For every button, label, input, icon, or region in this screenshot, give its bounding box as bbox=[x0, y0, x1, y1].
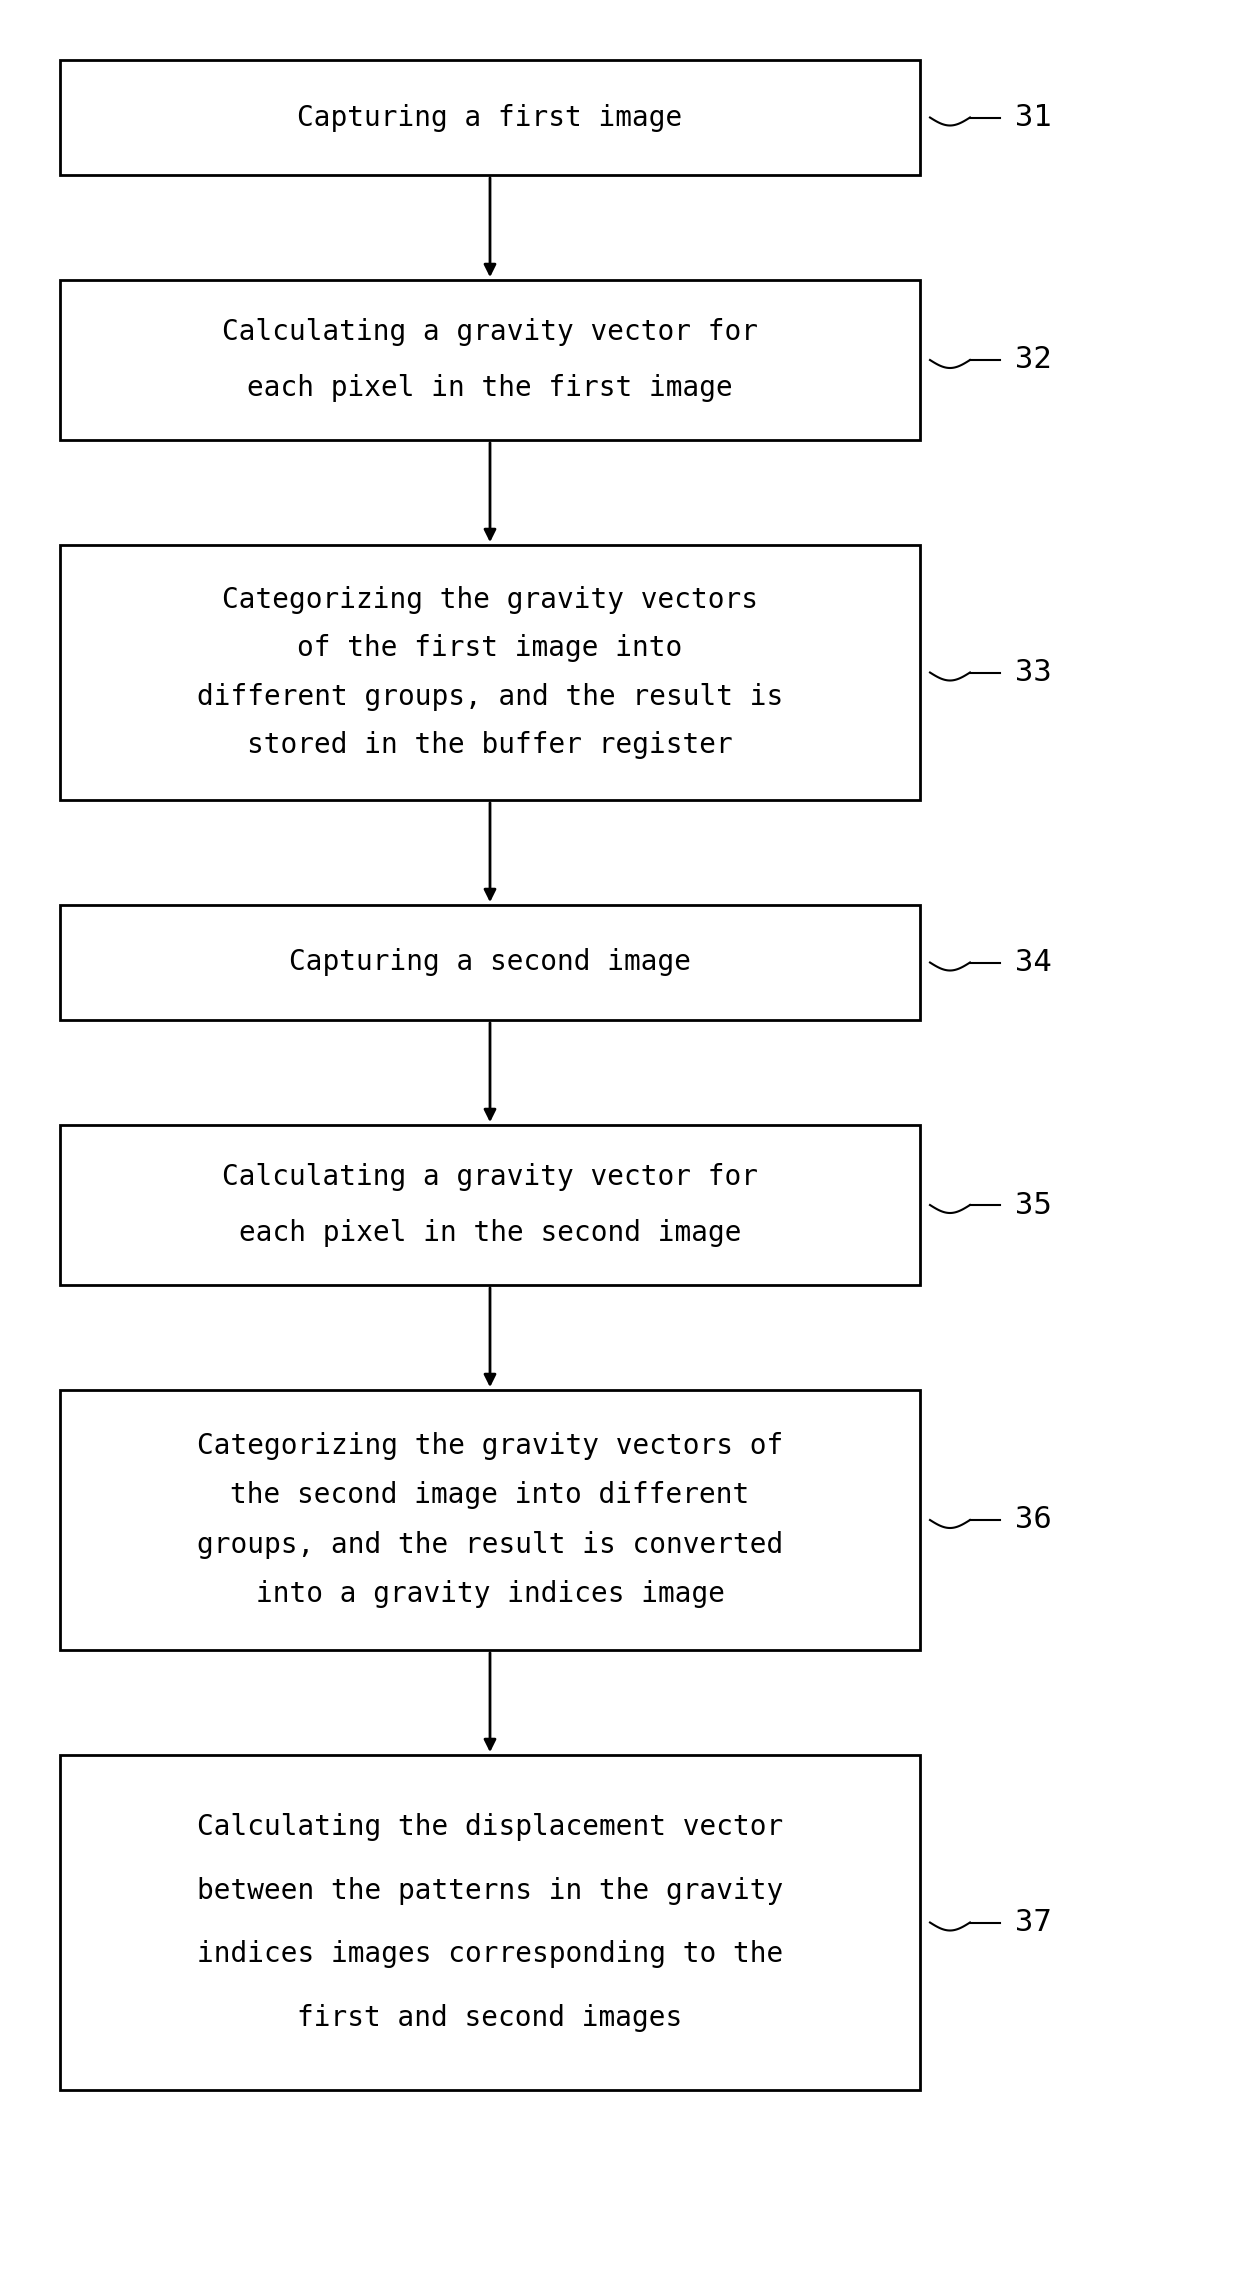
Text: 34: 34 bbox=[1015, 948, 1052, 978]
Text: each pixel in the first image: each pixel in the first image bbox=[248, 374, 733, 401]
Text: 36: 36 bbox=[1015, 1506, 1052, 1534]
Text: Capturing a second image: Capturing a second image bbox=[289, 948, 691, 975]
Bar bbox=[60, 1755, 919, 2090]
Text: groups, and the result is converted: groups, and the result is converted bbox=[196, 1531, 783, 1559]
Text: Calculating a gravity vector for: Calculating a gravity vector for bbox=[221, 319, 758, 346]
Text: Categorizing the gravity vectors: Categorizing the gravity vectors bbox=[221, 586, 758, 613]
Text: into a gravity indices image: into a gravity indices image bbox=[255, 1579, 724, 1609]
Bar bbox=[60, 1126, 919, 1285]
Text: first and second images: first and second images bbox=[298, 2003, 683, 2033]
Text: Calculating a gravity vector for: Calculating a gravity vector for bbox=[221, 1162, 758, 1192]
Bar bbox=[60, 1390, 919, 1650]
Text: stored in the buffer register: stored in the buffer register bbox=[248, 732, 733, 759]
Text: between the patterns in the gravity: between the patterns in the gravity bbox=[196, 1876, 783, 1905]
Bar bbox=[60, 280, 919, 440]
Bar bbox=[60, 905, 919, 1021]
Bar bbox=[60, 545, 919, 800]
Text: the second image into different: the second image into different bbox=[230, 1481, 749, 1509]
Text: different groups, and the result is: different groups, and the result is bbox=[196, 684, 783, 711]
Bar bbox=[60, 59, 919, 175]
Text: 37: 37 bbox=[1015, 1908, 1052, 1937]
Text: each pixel in the second image: each pixel in the second image bbox=[239, 1219, 742, 1247]
Text: 32: 32 bbox=[1015, 346, 1052, 374]
Text: Calculating the displacement vector: Calculating the displacement vector bbox=[196, 1814, 783, 1841]
Text: Categorizing the gravity vectors of: Categorizing the gravity vectors of bbox=[196, 1431, 783, 1461]
Text: 33: 33 bbox=[1015, 659, 1052, 686]
Text: 35: 35 bbox=[1015, 1190, 1052, 1219]
Text: of the first image into: of the first image into bbox=[298, 634, 683, 663]
Text: indices images corresponding to the: indices images corresponding to the bbox=[196, 1939, 783, 1969]
Text: Capturing a first image: Capturing a first image bbox=[298, 103, 683, 132]
Text: 31: 31 bbox=[1015, 103, 1052, 132]
